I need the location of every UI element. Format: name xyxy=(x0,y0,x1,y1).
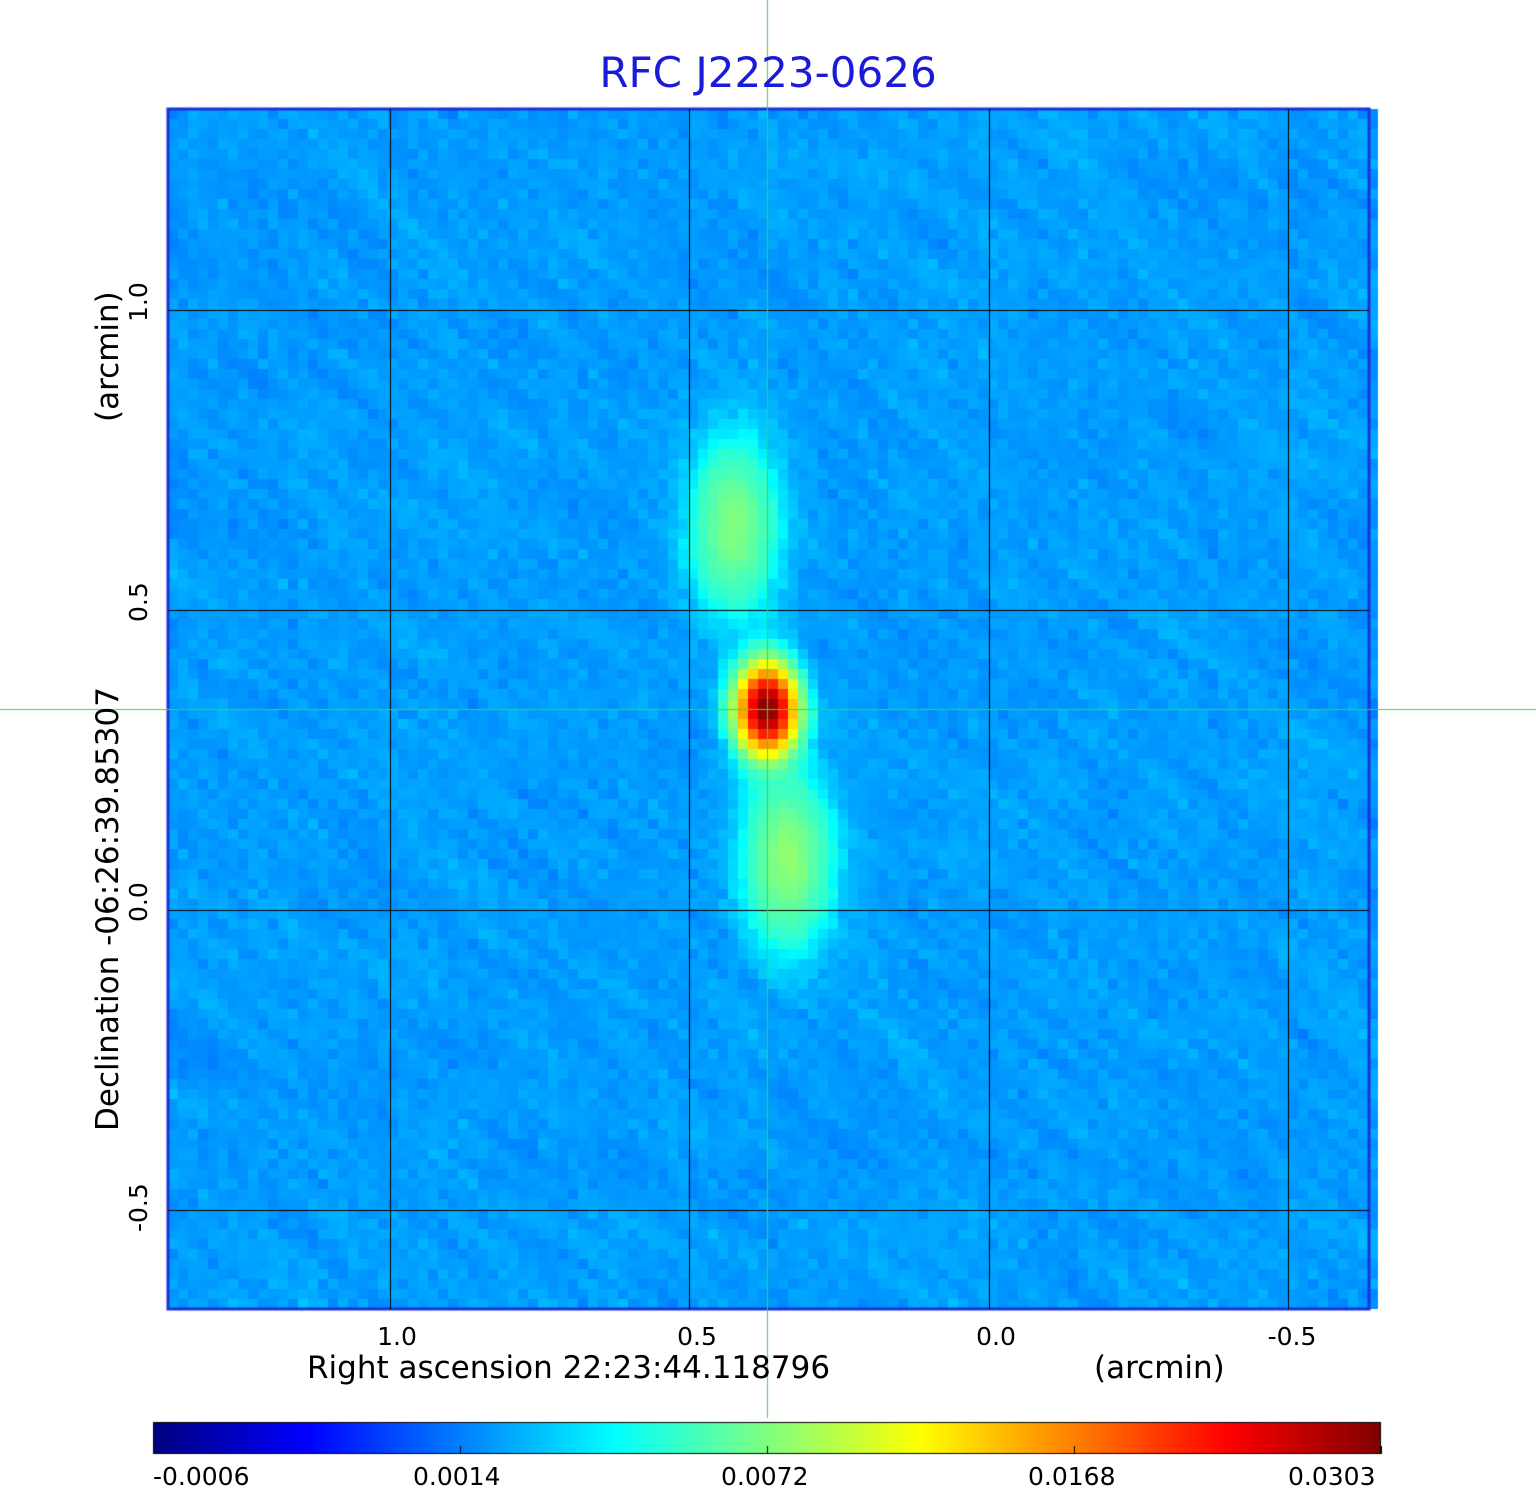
x-tick-label: -0.5 xyxy=(1267,1322,1317,1351)
y-axis-unit: (arcmin) xyxy=(90,291,126,422)
y-tick-label: 0.5 xyxy=(124,582,153,622)
colorbar-tick-label: -0.0006 xyxy=(153,1462,250,1491)
y-tick-label: 0.0 xyxy=(124,882,153,922)
x-tick-label: 1.0 xyxy=(377,1322,417,1351)
x-axis-unit: (arcmin) xyxy=(1094,1350,1225,1386)
colorbar-tick-label: 0.0014 xyxy=(413,1462,501,1491)
chart-title: RFC J2223-0626 xyxy=(599,48,937,97)
x-axis-label: Right ascension 22:23:44.118796 xyxy=(307,1350,831,1386)
colorbar-tick-label: 0.0168 xyxy=(1028,1462,1116,1491)
y-tick-label: -0.5 xyxy=(124,1183,153,1232)
colorbar-tick-label: 0.0072 xyxy=(721,1462,809,1491)
x-tick-label: 0.5 xyxy=(677,1322,717,1351)
y-tick-label: 1.0 xyxy=(124,282,153,322)
y-axis-label: Declination -06:26:39.85307 xyxy=(90,687,126,1131)
colorbar-tick-label: 0.0303 xyxy=(1288,1462,1376,1491)
x-tick-label: 0.0 xyxy=(976,1322,1016,1351)
